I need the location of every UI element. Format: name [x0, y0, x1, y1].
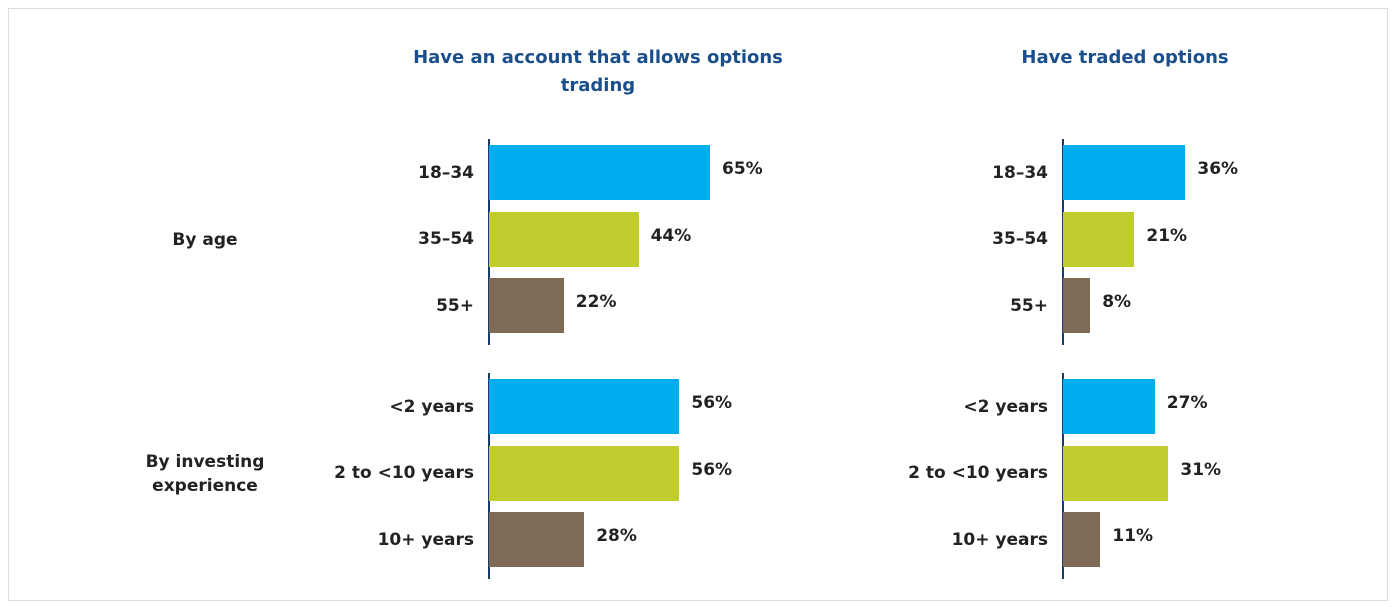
frame — [8, 8, 1388, 601]
category-label: <2 years — [963, 396, 1048, 417]
category-label: 10+ years — [951, 529, 1048, 550]
bar — [489, 512, 585, 567]
category-label: 55+ — [1010, 295, 1048, 316]
bar — [1063, 445, 1169, 501]
bar — [489, 445, 680, 501]
bar — [489, 379, 680, 434]
value-label: 11% — [1112, 526, 1154, 546]
chart-title: Have traded options — [1021, 47, 1229, 68]
bar — [1063, 278, 1091, 333]
value-label: 8% — [1102, 292, 1132, 312]
bar — [1063, 379, 1155, 434]
bar — [489, 145, 710, 200]
value-label: 56% — [691, 459, 733, 480]
bar — [489, 211, 639, 267]
chart-title: Have an account that allows options trad… — [413, 47, 783, 96]
category-label: 35–54 — [992, 229, 1048, 249]
value-label: 22% — [575, 292, 617, 312]
value-label: 21% — [1146, 225, 1188, 246]
group-label: By age — [172, 230, 238, 250]
category-label: 18–34 — [418, 162, 474, 183]
category-label: 10+ years — [377, 529, 474, 550]
value-label: 56% — [691, 393, 733, 413]
value-label: 44% — [650, 225, 692, 246]
bar — [1063, 211, 1135, 267]
category-label: 55+ — [436, 295, 474, 316]
category-label: <2 years — [389, 396, 474, 417]
value-label: 36% — [1197, 159, 1239, 179]
category-label: 2 to <10 years — [334, 463, 474, 483]
bar — [1063, 145, 1186, 200]
value-label: 65% — [722, 159, 763, 179]
category-label: 18–34 — [992, 162, 1048, 183]
value-label: 27% — [1166, 393, 1208, 413]
bar — [1063, 512, 1101, 567]
value-label: 31% — [1180, 459, 1222, 480]
group-label: By investing experience — [145, 452, 265, 496]
category-label: 2 to <10 years — [908, 463, 1048, 483]
bar — [489, 278, 564, 333]
value-label: 28% — [596, 526, 637, 546]
category-label: 35–54 — [418, 229, 474, 249]
